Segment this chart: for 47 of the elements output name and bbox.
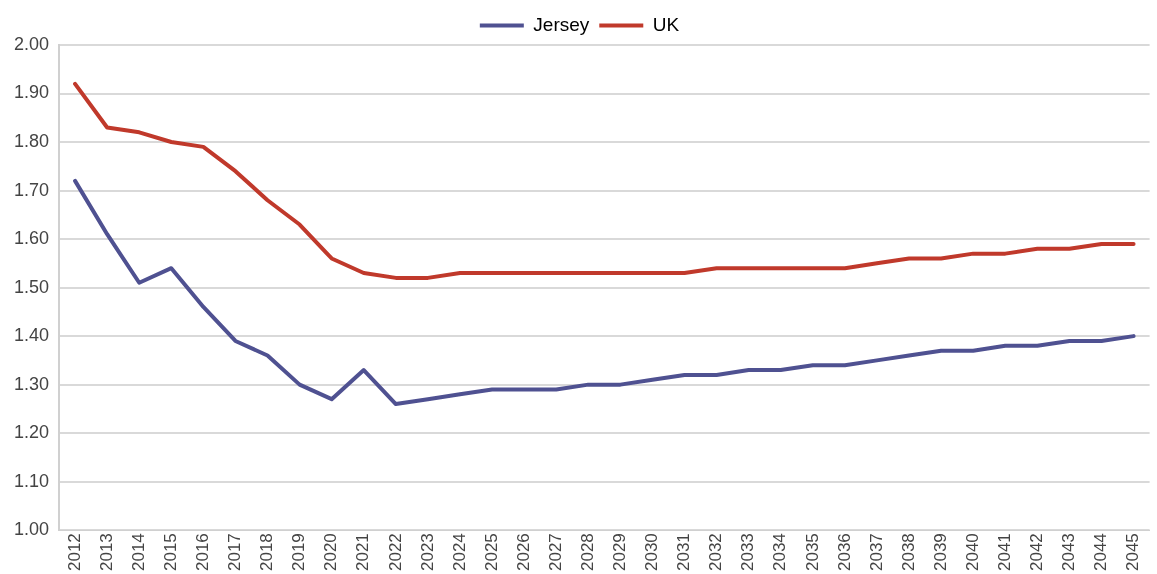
x-tick-label: 2037 xyxy=(866,533,886,572)
x-tick-label: 2039 xyxy=(930,533,950,572)
x-tick-label: 2031 xyxy=(674,533,694,572)
x-tick-label: 2020 xyxy=(321,533,341,572)
y-tick-label: 1.70 xyxy=(13,179,50,200)
x-tick-label: 2033 xyxy=(738,533,758,572)
y-tick-label: 1.40 xyxy=(13,325,50,346)
x-tick-label: 2027 xyxy=(545,533,565,572)
legend-label: UK xyxy=(652,13,680,35)
y-tick-label: 1.90 xyxy=(13,82,50,103)
x-tick-label: 2022 xyxy=(385,533,405,572)
y-tick-label: 1.50 xyxy=(13,276,50,297)
y-tick-label: 1.00 xyxy=(13,519,50,540)
x-tick-label: 2036 xyxy=(834,533,854,572)
y-tick-label: 1.30 xyxy=(13,373,50,394)
y-tick-label: 2.00 xyxy=(13,33,50,54)
x-tick-label: 2014 xyxy=(128,533,148,572)
x-tick-label: 2038 xyxy=(898,533,918,572)
x-tick-label: 2018 xyxy=(257,533,277,572)
y-tick-label: 1.60 xyxy=(13,228,50,249)
y-tick-label: 1.10 xyxy=(13,470,50,491)
x-tick-label: 2028 xyxy=(577,533,597,572)
x-tick-label: 2045 xyxy=(1123,533,1143,572)
x-tick-label: 2034 xyxy=(770,533,790,572)
x-tick-label: 2043 xyxy=(1059,533,1079,572)
x-tick-label: 2032 xyxy=(706,533,726,572)
x-tick-label: 2030 xyxy=(642,533,662,572)
y-tick-label: 1.80 xyxy=(13,131,50,152)
x-tick-label: 2015 xyxy=(160,533,180,572)
legend-label: Jersey xyxy=(533,13,590,35)
x-tick-label: 2041 xyxy=(994,533,1014,572)
x-tick-label: 2017 xyxy=(225,533,245,572)
x-tick-label: 2016 xyxy=(193,533,213,572)
x-tick-label: 2035 xyxy=(802,533,822,572)
y-tick-label: 1.20 xyxy=(13,422,50,443)
x-tick-label: 2042 xyxy=(1027,533,1047,572)
x-tick-label: 2013 xyxy=(96,533,116,572)
x-tick-label: 2026 xyxy=(513,533,533,572)
x-tick-label: 2029 xyxy=(610,533,630,572)
x-tick-label: 2021 xyxy=(353,533,373,572)
x-tick-label: 2040 xyxy=(962,533,982,572)
x-tick-label: 2025 xyxy=(481,533,501,572)
x-tick-label: 2012 xyxy=(64,533,84,572)
x-tick-label: 2023 xyxy=(417,533,437,572)
x-tick-label: 2024 xyxy=(449,533,469,572)
x-tick-label: 2044 xyxy=(1091,533,1111,572)
x-tick-label: 2019 xyxy=(289,533,309,572)
